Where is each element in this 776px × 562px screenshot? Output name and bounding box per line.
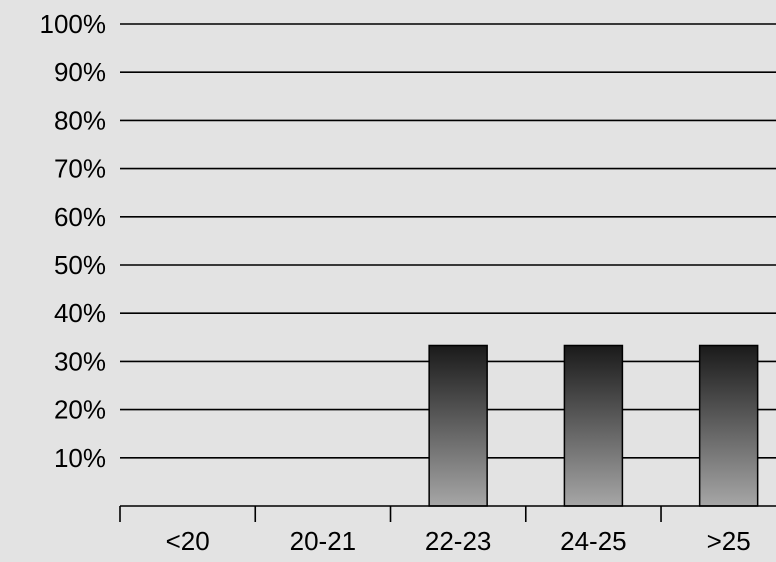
y-tick-label: 30% [54, 346, 106, 376]
x-axis-tick-labels: <20 20-21 22-23 24-25 >25 [166, 526, 751, 556]
bar [428, 344, 488, 507]
y-tick-label: 10% [54, 443, 106, 473]
y-tick-label: 60% [54, 202, 106, 232]
y-tick-label: 40% [54, 298, 106, 328]
y-tick-label: 70% [54, 154, 106, 184]
gridlines [120, 23, 776, 459]
y-tick-label: 20% [54, 395, 106, 425]
x-tick-label: 20-21 [290, 526, 357, 556]
x-tick-label: >25 [707, 526, 751, 556]
x-tick-label: <20 [166, 526, 210, 556]
y-axis-tick-labels: 10% 20% 30% 40% 50% 60% 70% 80% 90% 100% [40, 9, 107, 473]
x-tick-label: 22-23 [425, 526, 492, 556]
x-tick-label: 24-25 [560, 526, 627, 556]
x-axis [119, 505, 776, 522]
y-tick-label: 100% [40, 9, 107, 39]
bar [698, 344, 759, 507]
y-tick-label: 50% [54, 250, 106, 280]
y-tick-label: 90% [54, 57, 106, 87]
y-tick-label: 80% [54, 105, 106, 135]
bars [428, 344, 759, 507]
bar [563, 344, 624, 507]
